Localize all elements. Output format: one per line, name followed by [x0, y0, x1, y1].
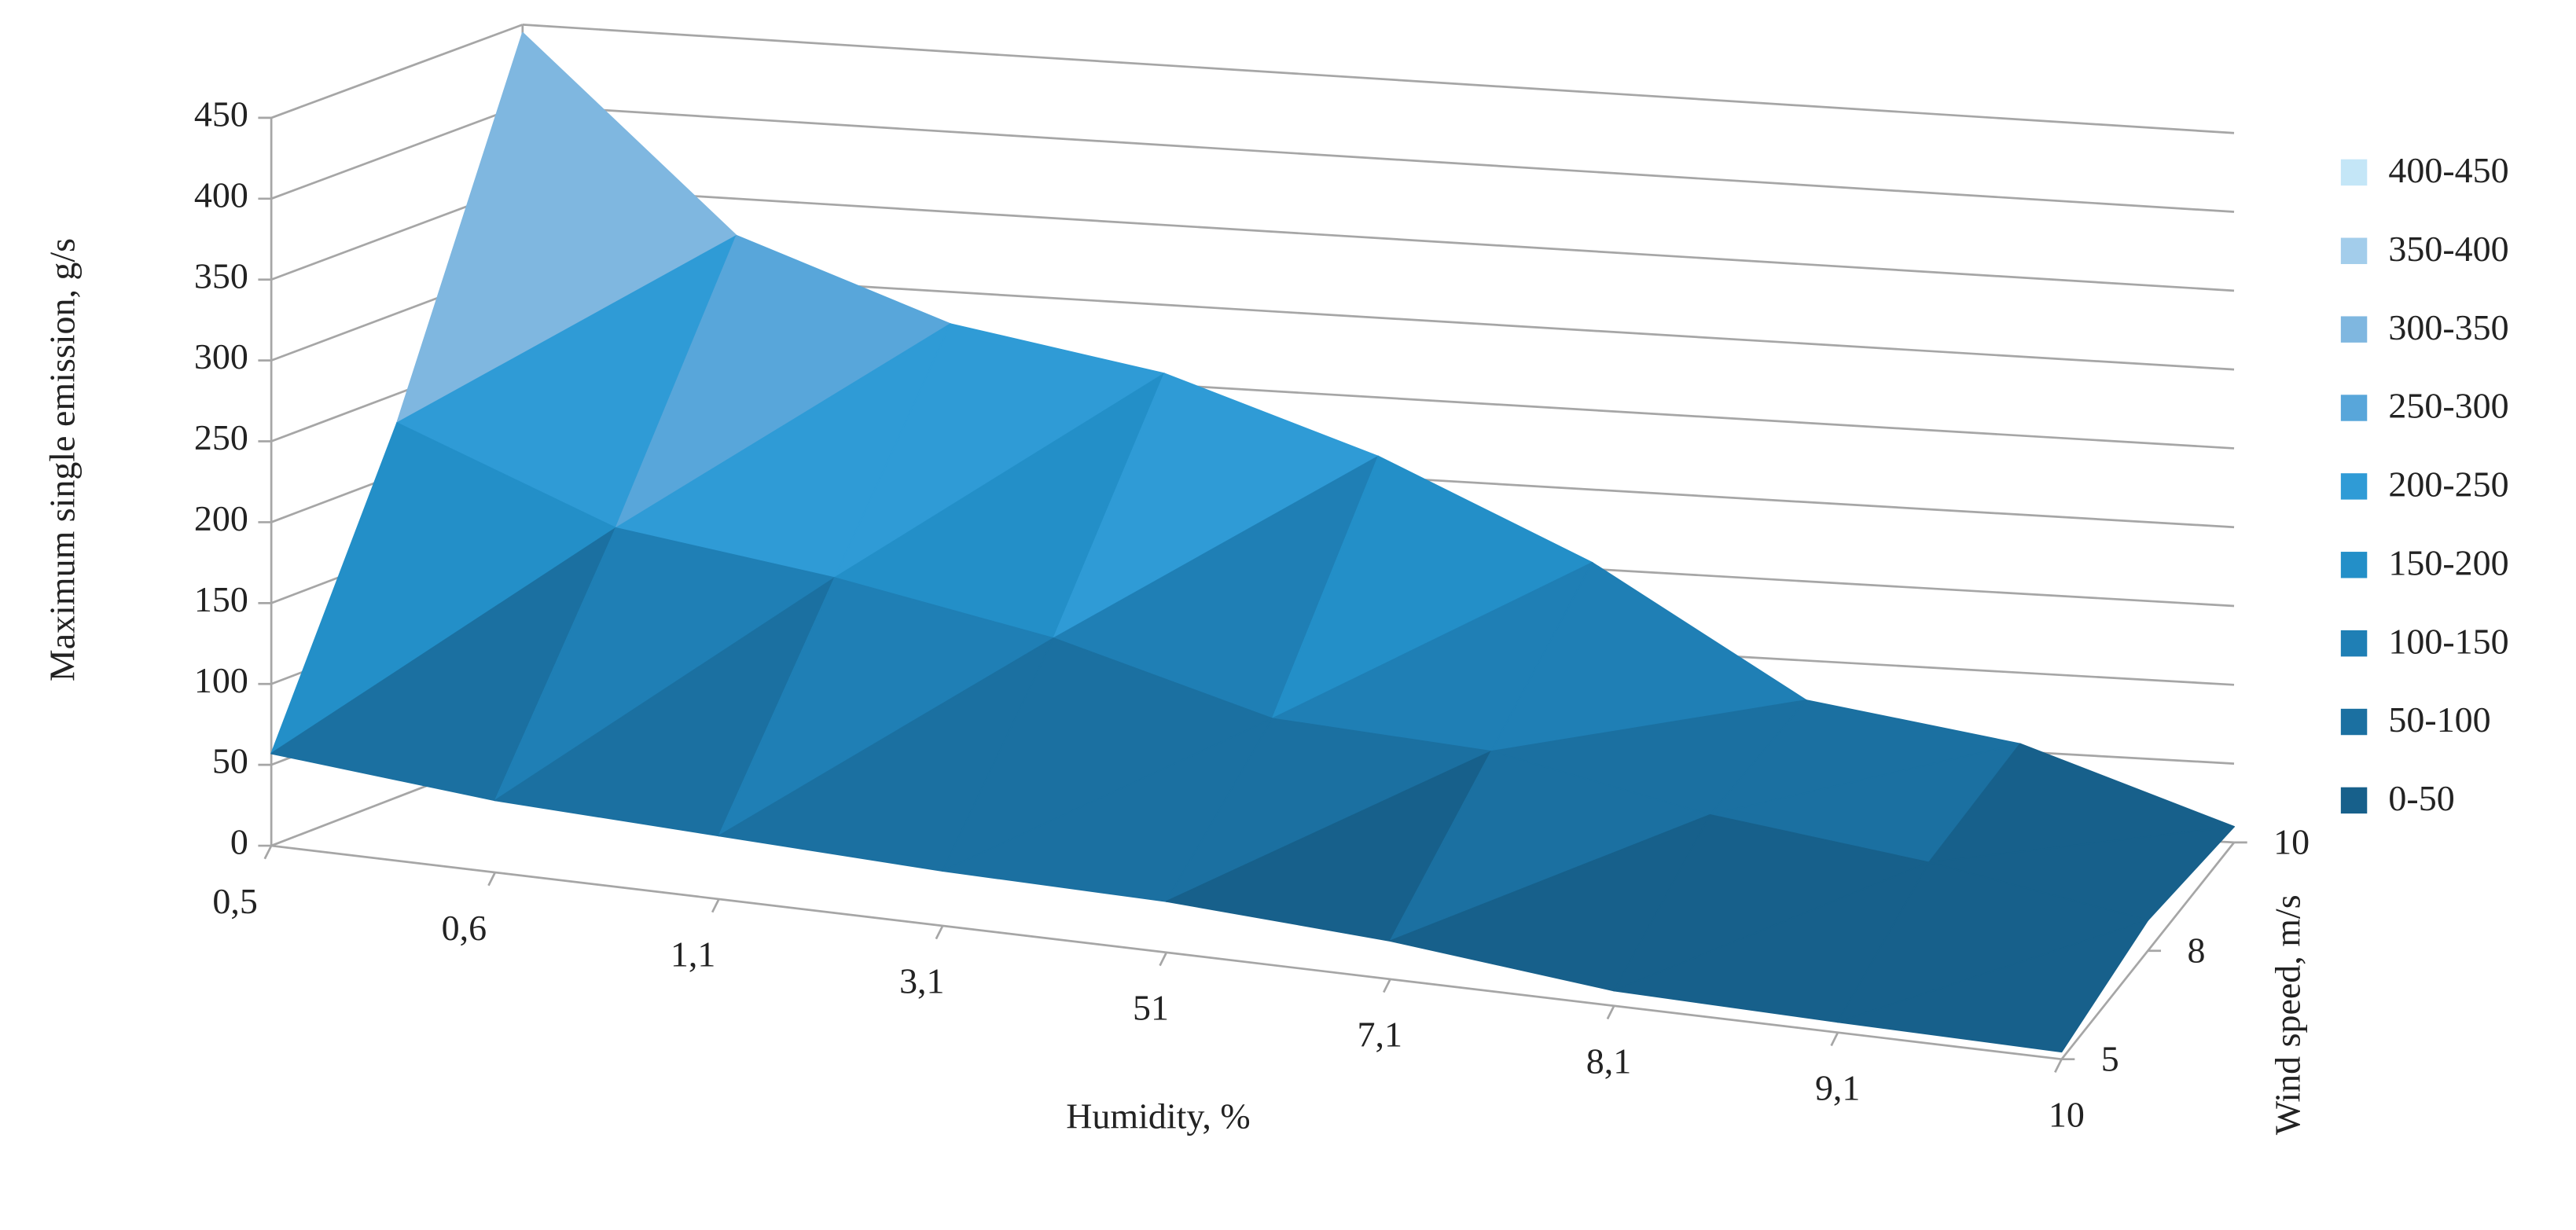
legend-swatch [2340, 473, 2368, 500]
y-tick-label: 200 [194, 498, 248, 538]
x-tick [1159, 952, 1168, 967]
legend-label: 0-50 [2388, 778, 2454, 818]
x-tick [1606, 1005, 1615, 1020]
y-axis-title: Maximum single emission, g/s [42, 238, 82, 681]
x-tick [2054, 1059, 2063, 1074]
x-tick [1382, 978, 1391, 993]
legend-label: 250-300 [2388, 386, 2508, 426]
legend-swatch [2340, 552, 2368, 578]
x-tick-label: 8,1 [1586, 1041, 1631, 1081]
legend-swatch [2340, 708, 2368, 736]
y-tick-label: 300 [194, 336, 248, 376]
legend-swatch [2340, 787, 2368, 814]
legend-label: 200-250 [2388, 464, 2508, 505]
surface-facet [1837, 920, 2149, 1053]
legend-label: 50-100 [2388, 699, 2490, 740]
grid-line [522, 104, 2235, 213]
x-tick-label: 9,1 [1815, 1068, 1860, 1108]
legend-swatch [2340, 159, 2368, 186]
legend-swatch [2340, 395, 2368, 421]
z-axis-title: Wind speed, m/s [2268, 894, 2308, 1135]
legend-label: 400-450 [2388, 150, 2508, 190]
y-tick-label: 400 [194, 174, 248, 215]
x-axis-title: Humidity, % [1066, 1096, 1250, 1136]
grid-line [522, 23, 2235, 134]
y-tick-label: 350 [194, 255, 248, 296]
y-tick-label: 150 [194, 579, 248, 619]
y-tick-label: 0 [230, 822, 248, 862]
x-tick-label: 7,1 [1358, 1015, 1402, 1055]
x-tick [487, 872, 497, 887]
legend-swatch [2340, 237, 2368, 264]
x-tick [1830, 1032, 1839, 1047]
x-tick-label: 1,1 [671, 934, 715, 975]
y-tick-label: 100 [194, 660, 248, 700]
z-tick-label: 8 [2187, 931, 2205, 971]
grid-line [270, 24, 524, 119]
x-tick [935, 925, 944, 940]
x-tick-label: 0,6 [442, 908, 487, 948]
x-tick-label: 10 [2049, 1094, 2085, 1134]
x-tick [711, 898, 720, 913]
y-tick-label: 250 [194, 417, 248, 457]
legend-swatch [2340, 316, 2368, 343]
y-tick-label: 50 [212, 741, 248, 781]
legend-label: 350-400 [2388, 229, 2508, 269]
x-tick [263, 845, 273, 860]
grid-line [522, 184, 2235, 292]
y-tick-label: 450 [194, 94, 248, 134]
z-tick-label: 5 [2101, 1038, 2119, 1078]
legend-label: 300-350 [2388, 307, 2508, 347]
grid-line [270, 104, 524, 200]
legend-label: 150-200 [2388, 542, 2508, 582]
x-tick-label: 0,5 [212, 881, 257, 921]
x-tick-label: 51 [1133, 988, 1169, 1028]
legend-swatch [2340, 630, 2368, 657]
z-tick-label: 10 [2273, 822, 2310, 862]
legend-label: 100-150 [2388, 621, 2508, 661]
x-tick-label: 3,1 [899, 961, 944, 1001]
